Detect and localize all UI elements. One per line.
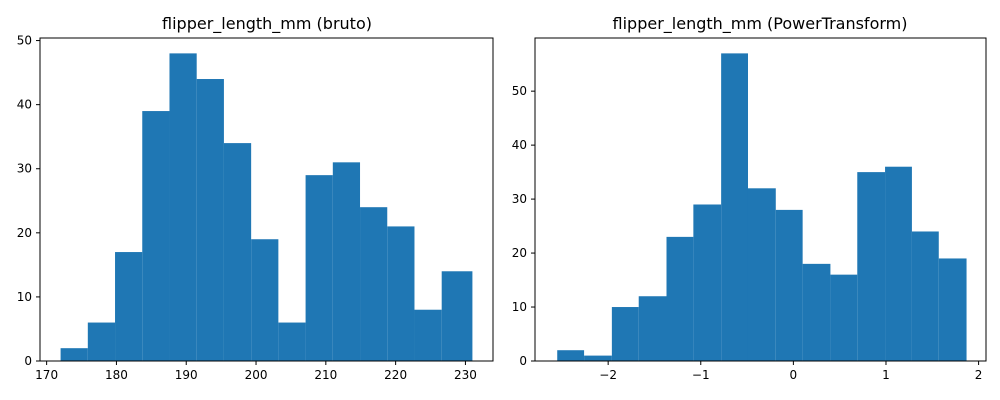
histogram-bar-raw-11 — [360, 207, 388, 361]
y-tick-label-raw-2: 20 — [17, 226, 32, 240]
histogram-bar-powertransform-8 — [775, 209, 803, 361]
histogram-bar-powertransform-1 — [584, 355, 612, 361]
x-tick-label-raw-0: 170 — [35, 368, 58, 382]
x-tick-label-powertransform-2: 0 — [790, 368, 798, 382]
histogram-bar-raw-13 — [414, 309, 442, 361]
chart-title-powertransform: flipper_length_mm (PowerTransform) — [613, 14, 908, 34]
histogram-bar-powertransform-0 — [557, 350, 585, 361]
histogram-bar-raw-4 — [169, 53, 197, 361]
histogram-bar-raw-12 — [387, 226, 415, 361]
histogram-bar-raw-5 — [196, 79, 224, 362]
histogram-panel-powertransform: flipper_length_mm (PowerTransform) −2 −1 0… — [512, 14, 987, 382]
x-tick-label-raw-3: 200 — [245, 368, 268, 382]
histogram-bar-raw-2 — [115, 252, 143, 361]
y-tick-label-powertransform-2: 20 — [512, 246, 527, 260]
y-tick-label-powertransform-1: 10 — [512, 300, 527, 314]
y-tick-label-powertransform-4: 40 — [512, 138, 527, 152]
histogram-bar-powertransform-3 — [638, 296, 667, 361]
y-tick-label-raw-1: 10 — [17, 290, 32, 304]
x-tick-label-powertransform-0: −2 — [599, 368, 617, 382]
x-axis-powertransform: −2 −1 0 1 2 — [599, 361, 982, 382]
plot-frame-raw — [39, 37, 494, 362]
x-tick-label-raw-6: 230 — [454, 368, 477, 382]
x-tick-label-raw-4: 210 — [314, 368, 337, 382]
chart-title-raw: flipper_length_mm (bruto) — [162, 14, 372, 34]
histogram-bar-powertransform-5 — [693, 204, 722, 361]
x-tick-label-powertransform-4: 2 — [975, 368, 983, 382]
y-axis-powertransform: 0 10 20 30 40 50 — [512, 84, 535, 368]
y-tick-label-raw-5: 50 — [17, 34, 32, 48]
histogram-bar-powertransform-11 — [857, 172, 886, 361]
histogram-bar-powertransform-2 — [611, 307, 639, 361]
y-tick-label-raw-0: 0 — [24, 354, 32, 368]
y-tick-label-powertransform-5: 50 — [512, 84, 527, 98]
y-tick-label-powertransform-0: 0 — [519, 354, 527, 368]
histogram-bar-powertransform-4 — [666, 236, 694, 361]
histogram-bar-powertransform-14 — [938, 258, 967, 361]
x-tick-label-powertransform-1: −1 — [692, 368, 710, 382]
y-axis-raw: 0 10 20 30 40 50 — [17, 34, 40, 368]
histogram-bar-powertransform-13 — [911, 231, 939, 361]
histogram-bar-raw-6 — [223, 143, 252, 361]
bars-raw — [60, 53, 473, 362]
histogram-panel-raw: flipper_length_mm (bruto) 170 180 190 200 21… — [17, 14, 494, 382]
histogram-bar-powertransform-7 — [747, 188, 776, 361]
x-tick-label-raw-5: 220 — [384, 368, 407, 382]
bars-powertransform — [557, 53, 967, 361]
histogram-bar-raw-8 — [278, 322, 306, 361]
y-tick-label-powertransform-3: 30 — [512, 192, 527, 206]
histogram-bar-raw-1 — [87, 322, 116, 361]
y-tick-label-raw-3: 30 — [17, 162, 32, 176]
histogram-bar-raw-0 — [60, 348, 88, 361]
x-tick-label-raw-1: 180 — [105, 368, 128, 382]
x-tick-label-raw-2: 190 — [175, 368, 198, 382]
histogram-bar-raw-3 — [142, 111, 170, 361]
histogram-bar-raw-14 — [441, 271, 473, 361]
x-tick-label-powertransform-3: 1 — [882, 368, 890, 382]
histogram-bar-powertransform-12 — [885, 166, 912, 361]
y-tick-label-raw-4: 40 — [17, 98, 32, 112]
histogram-bar-powertransform-6 — [721, 53, 748, 361]
histogram-bar-raw-9 — [305, 175, 333, 361]
histogram-bar-powertransform-9 — [802, 263, 831, 361]
x-axis-raw: 170 180 190 200 210 220 230 — [35, 361, 477, 382]
histogram-bar-raw-10 — [332, 162, 361, 361]
histogram-bar-powertransform-10 — [830, 274, 858, 361]
histogram-bar-raw-7 — [251, 239, 279, 361]
